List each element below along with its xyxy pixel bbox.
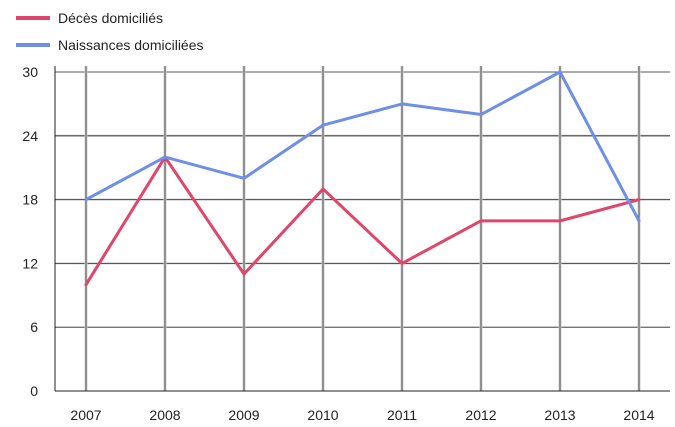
data-point[interactable] (242, 272, 246, 276)
x-tick-label: 2007 (70, 407, 101, 423)
data-point[interactable] (558, 70, 562, 74)
y-tick-label: 24 (22, 128, 38, 144)
data-point[interactable] (242, 176, 246, 180)
legend-item-naissances[interactable]: Naissances domiciliées (16, 35, 204, 54)
y-tick-label: 12 (22, 255, 38, 271)
legend-swatch-naissances (16, 42, 50, 47)
y-tick-label: 18 (22, 192, 38, 208)
x-tick-label: 2008 (149, 407, 180, 423)
data-point[interactable] (163, 155, 167, 159)
y-tick-label: 0 (30, 383, 38, 399)
data-point[interactable] (400, 261, 404, 265)
y-tick-label: 30 (22, 64, 38, 80)
legend-label-deces: Décès domiciliés (58, 9, 164, 26)
data-point[interactable] (479, 219, 483, 223)
data-point[interactable] (84, 283, 88, 287)
axes (54, 66, 670, 392)
series-line-1[interactable] (84, 70, 641, 223)
legend-label-naissances: Naissances domiciliées (58, 36, 204, 53)
x-tick-label: 2010 (307, 407, 338, 423)
x-tick-labels: 2007 2008 2009 2010 2011 2012 2013 2014 (70, 407, 654, 423)
legend-swatch-deces (16, 15, 50, 20)
x-tick-label: 2014 (623, 407, 654, 423)
x-tick-label: 2011 (387, 407, 417, 423)
x-tick-label: 2013 (544, 407, 575, 423)
series-lines (84, 70, 641, 287)
data-point[interactable] (84, 198, 88, 202)
legend-item-deces[interactable]: Décès domiciliés (16, 8, 204, 27)
data-point[interactable] (637, 198, 641, 202)
data-point[interactable] (321, 123, 325, 127)
data-point[interactable] (637, 219, 641, 223)
data-point[interactable] (400, 102, 404, 106)
x-tick-label: 2009 (228, 407, 259, 423)
data-point[interactable] (479, 113, 483, 117)
y-tick-labels: 0 6 12 18 24 30 (22, 64, 38, 399)
series-line-0[interactable] (84, 155, 641, 287)
y-tick-label: 6 (30, 319, 38, 335)
x-tick-label: 2012 (465, 407, 496, 423)
legend: Décès domiciliés Naissances domiciliées (16, 8, 204, 62)
data-point[interactable] (558, 219, 562, 223)
data-point[interactable] (321, 187, 325, 191)
